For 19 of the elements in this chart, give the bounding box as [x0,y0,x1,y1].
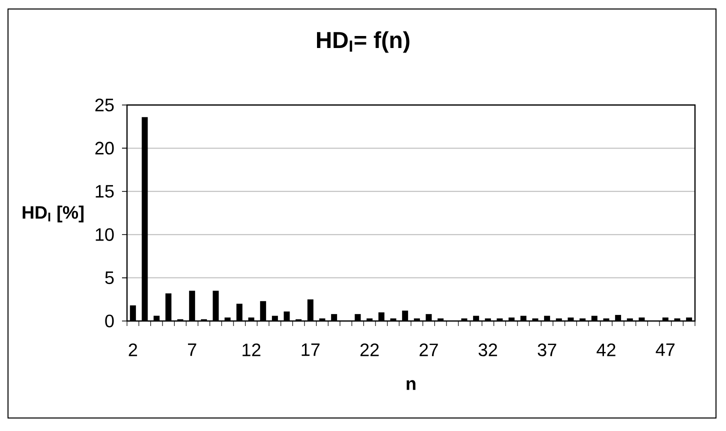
x-axis-title: n [406,380,416,390]
y-tick-label: 0 [105,314,114,328]
x-tick-label: 32 [478,344,498,356]
x-tick-label: 27 [420,344,438,356]
x-tick-label: 7 [188,344,196,356]
y-tick-label: 10 [96,228,114,241]
x-tick-label: 2 [128,344,138,356]
y-axis-title: HD$_{I}$ [%] [22,206,84,222]
chart-title: HD$_{I}$= f(n) [317,31,410,53]
x-tick-label: 12 [242,344,260,356]
y-tick-label: 15 [96,185,114,198]
y-tick-label: 25 [95,98,114,112]
x-tick-label: 37 [538,344,556,356]
x-tick-label: 22 [360,344,379,356]
x-tick-label: 17 [302,344,320,356]
y-tick-label: 20 [95,142,114,155]
x-tick-label: 47 [656,344,675,356]
y-tick-label: 5 [105,272,114,284]
x-tick-label: 42 [596,344,616,356]
